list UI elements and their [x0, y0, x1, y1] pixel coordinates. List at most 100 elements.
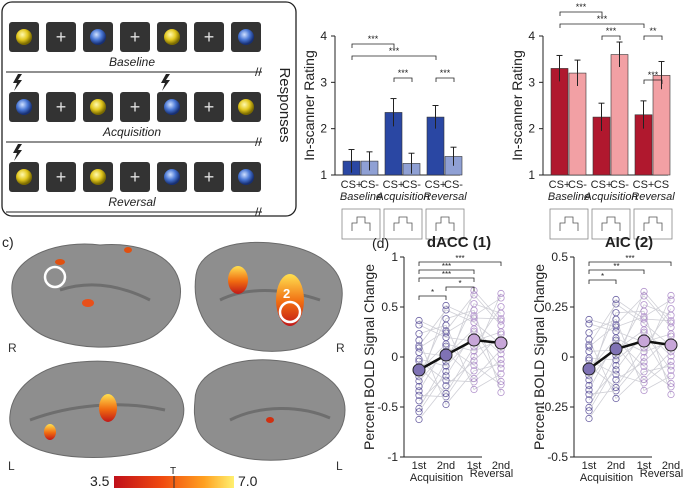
rating-scale-box: [341, 208, 381, 240]
subject-line: [418, 304, 502, 387]
hemisphere-label: R: [8, 341, 17, 355]
blue-stimulus-icon: [238, 29, 254, 45]
subject-line: [588, 290, 672, 412]
x-tick-label: 1st: [412, 460, 427, 472]
subject-point: [497, 294, 505, 302]
category-label: CS+: [341, 179, 363, 191]
subject-point: [470, 374, 478, 383]
roi-circle-aic: [278, 300, 302, 324]
subject-point: [667, 366, 675, 374]
group-label: Acquisition: [580, 472, 633, 484]
subject-line: [588, 308, 672, 389]
subject-point: [667, 383, 675, 391]
activation-blob: [276, 274, 304, 326]
chart-title: dACC (1): [427, 234, 491, 251]
y-axis-label: In-scanner Rating: [509, 50, 525, 161]
mean-point: [494, 336, 508, 350]
x-tick-label: 2nd: [492, 460, 510, 472]
significance-bracket: [559, 11, 603, 16]
subject-point: [612, 334, 620, 342]
x-tick-label: 2nd: [662, 460, 680, 472]
subject-line: [588, 331, 672, 401]
significance-bracket: [588, 279, 617, 284]
group-label: Acquisition: [410, 472, 463, 484]
y-axis-label: Percent BOLD Signal Change: [531, 264, 547, 450]
subject-point: [612, 321, 620, 329]
fixation-cross: +: [56, 167, 67, 187]
phase-label: Baseline: [109, 55, 155, 69]
stimulus-box: [194, 22, 224, 52]
colorbar-min: 3.5: [90, 473, 110, 488]
roi-circle-dacc: [43, 265, 67, 289]
subject-line: [588, 295, 672, 395]
fixation-cross: +: [130, 27, 141, 47]
significance-stars: ***: [442, 270, 451, 279]
rating-scale-icon: [351, 216, 371, 231]
stimulus-box: [46, 162, 76, 192]
y-tick-label: 0.5: [551, 250, 568, 264]
activation-blob: [266, 417, 274, 423]
subject-point: [470, 347, 478, 355]
significance-stars: ***: [442, 262, 451, 271]
subject-point: [497, 364, 505, 372]
panel-a: + + + // Baseline + + + // Acquisition + + + // Revers…: [6, 22, 262, 219]
y-tick-label: 2: [320, 122, 327, 136]
subject-point: [415, 321, 423, 329]
colorbar-max: 7.0: [238, 473, 258, 488]
subject-point: [415, 344, 423, 352]
subject-point: [497, 370, 505, 378]
fixation-cross: +: [130, 97, 141, 117]
panel-d-label: (d): [372, 235, 389, 251]
subject-line: [418, 297, 502, 334]
subject-point: [470, 352, 478, 361]
significance-bracket: [559, 23, 645, 28]
subject-point: [585, 335, 593, 343]
subject-point: [667, 296, 675, 304]
significance-bracket: [445, 286, 475, 291]
category-label: CS+: [591, 179, 613, 191]
fixation-cross: +: [56, 27, 67, 47]
fixation-cross: +: [204, 27, 215, 47]
significance-bracket: [435, 77, 455, 82]
yellow-stimulus-icon: [90, 169, 106, 185]
brain-right-lateral: [194, 241, 343, 352]
subject-point: [640, 358, 648, 366]
lightning-icon: [13, 74, 22, 91]
y-tick-label: -1: [387, 450, 398, 464]
x-tick-label: 1st: [582, 460, 597, 472]
subject-point: [667, 319, 675, 327]
significance-stars: ***: [606, 26, 617, 36]
subject-line: [588, 335, 672, 419]
panel-c-label: c): [2, 234, 14, 250]
fixation-cross: +: [204, 167, 215, 187]
mean-point: [439, 348, 453, 362]
significance-bracket: [418, 261, 502, 266]
subject-line: [418, 333, 502, 420]
subject-point: [415, 382, 423, 391]
significance-stars: **: [613, 262, 619, 271]
subject-point: [640, 362, 648, 370]
significance-bracket: [588, 261, 672, 266]
lightning-icon: [161, 74, 170, 91]
significance-stars: ***: [625, 254, 634, 263]
subject-point: [612, 366, 620, 374]
subject-line: [418, 340, 502, 406]
subject-point: [497, 355, 505, 364]
y-tick-label: 4: [528, 29, 535, 43]
subject-point: [612, 383, 620, 392]
subject-point: [667, 291, 675, 300]
activation-blob: [55, 259, 65, 265]
subject-point: [585, 343, 593, 351]
subject-point: [497, 289, 505, 298]
group-label: Reversal: [470, 468, 513, 480]
subject-point: [640, 368, 648, 376]
subject-line: [418, 345, 502, 392]
subject-point: [442, 340, 450, 348]
phase-label: Acquisition: [102, 125, 161, 139]
panel-c: c) 2 R R L L 3.5 7.0 T: [2, 234, 346, 489]
subject-point: [640, 287, 648, 296]
